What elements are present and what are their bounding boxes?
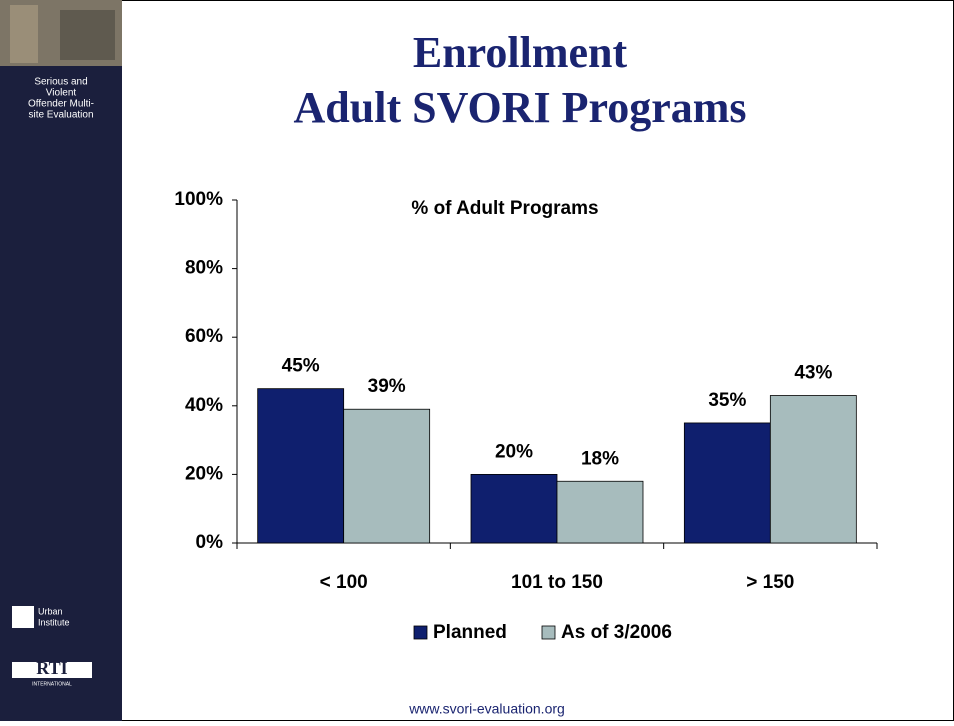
- slide-title: Enrollment: [413, 28, 628, 77]
- sidebar: [0, 0, 122, 721]
- urban-logo-text: Institute: [38, 617, 70, 627]
- chart-title: % of Adult Programs: [411, 198, 598, 219]
- value-label: 20%: [495, 441, 533, 462]
- x-tick-label: > 150: [746, 572, 794, 593]
- rti-logo-text: RTI: [36, 658, 67, 678]
- sidebar-line: Serious and: [34, 77, 87, 88]
- legend-swatch: [541, 625, 556, 640]
- sidebar-line: Offender Multi-: [28, 99, 94, 110]
- sidebar-line: Violent: [46, 88, 77, 99]
- y-tick-label: 100%: [174, 189, 223, 210]
- legend-label: Planned: [433, 622, 507, 643]
- bar: [769, 395, 857, 544]
- y-tick-label: 80%: [185, 258, 223, 279]
- sidebar-line: site Evaluation: [28, 110, 93, 121]
- value-label: 39%: [368, 376, 406, 397]
- urban-logo-text: Urban: [38, 606, 63, 616]
- rti-logo-subtext: INTERNATIONAL: [32, 681, 72, 687]
- photo-detail: [60, 10, 115, 60]
- bar: [257, 388, 345, 544]
- x-tick-label: 101 to 150: [511, 572, 603, 593]
- bar: [343, 408, 431, 544]
- y-tick-label: 60%: [185, 326, 223, 347]
- footer: www.svori-evaluation.org: [408, 701, 565, 717]
- y-tick-label: 20%: [185, 463, 223, 484]
- bar: [683, 422, 771, 544]
- rti-logo-mark: [12, 662, 92, 678]
- legend-swatch: [413, 625, 428, 640]
- bar: [470, 473, 558, 544]
- slide-title: Adult SVORI Programs: [294, 83, 747, 132]
- value-label: 35%: [708, 390, 746, 411]
- legend-label: As of 3/2006: [561, 622, 672, 643]
- bar: [556, 480, 644, 544]
- y-tick-label: 40%: [185, 395, 223, 416]
- x-tick-label: < 100: [320, 572, 368, 593]
- photo-detail: [10, 5, 38, 63]
- urban-logo-mark: [12, 606, 34, 628]
- y-tick-label: 0%: [196, 532, 224, 553]
- value-label: 18%: [581, 448, 619, 469]
- value-label: 43%: [794, 363, 832, 384]
- value-label: 45%: [282, 356, 320, 377]
